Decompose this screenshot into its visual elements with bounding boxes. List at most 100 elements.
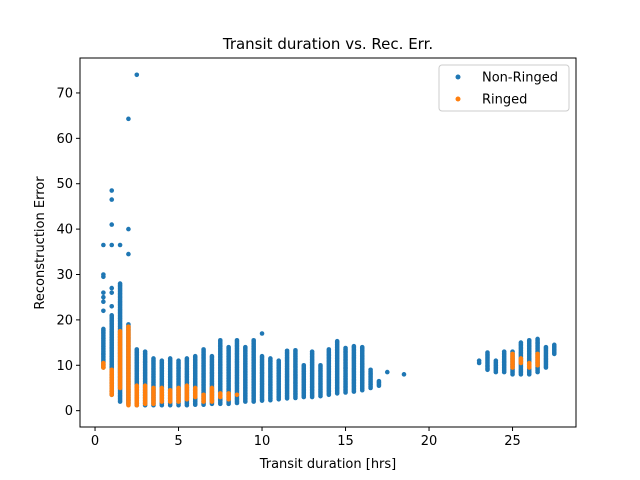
data-point <box>293 348 298 353</box>
data-point <box>543 344 549 350</box>
data-point <box>126 324 131 329</box>
data-point <box>226 344 231 350</box>
data-point <box>510 351 515 357</box>
data-point <box>535 336 540 342</box>
data-point <box>276 358 282 364</box>
x-tick-label: 20 <box>421 434 438 449</box>
data-point <box>101 294 106 300</box>
data-point <box>401 372 407 377</box>
data-point <box>176 385 181 391</box>
data-point <box>284 348 290 354</box>
data-point <box>184 356 190 361</box>
data-point <box>142 383 148 389</box>
x-axis-label: Transit duration [hrs] <box>259 457 397 472</box>
data-point <box>351 343 357 349</box>
x-tick-label: 0 <box>91 434 99 449</box>
data-point <box>359 344 365 350</box>
data-point <box>376 378 382 384</box>
y-tick-label: 0 <box>65 404 73 419</box>
data-point <box>526 360 532 366</box>
data-point <box>101 290 106 295</box>
data-point <box>142 349 148 354</box>
data-point <box>109 290 115 295</box>
data-point <box>259 353 265 359</box>
data-point <box>109 313 115 318</box>
series-non-ringed <box>101 72 557 408</box>
data-point <box>268 356 273 361</box>
data-point <box>535 351 540 357</box>
x-tick-label: 5 <box>174 434 182 449</box>
legend-label: Ringed <box>482 93 527 108</box>
data-point <box>126 226 131 232</box>
x-tick-label: 10 <box>254 434 271 449</box>
data-point <box>151 356 156 361</box>
data-point <box>101 242 106 248</box>
data-point <box>526 338 532 343</box>
data-point <box>101 299 106 305</box>
data-point <box>226 391 231 396</box>
data-point <box>109 285 115 291</box>
data-point <box>109 367 115 373</box>
data-point <box>518 356 524 361</box>
y-tick-label: 70 <box>56 86 73 101</box>
data-point <box>126 251 131 257</box>
data-point <box>134 72 140 78</box>
data-point <box>234 392 240 398</box>
data-point <box>334 338 340 344</box>
data-point <box>501 349 507 354</box>
data-point <box>201 392 206 398</box>
y-tick-label: 10 <box>56 359 73 374</box>
data-point <box>126 116 131 122</box>
data-point <box>201 347 206 352</box>
data-point <box>109 242 115 248</box>
x-tick-label: 25 <box>504 434 521 449</box>
data-point <box>301 362 307 368</box>
data-point <box>384 369 390 375</box>
data-point <box>167 356 173 361</box>
data-point <box>192 353 198 359</box>
data-point <box>485 350 490 355</box>
legend-label: Non-Ringed <box>482 71 558 86</box>
chart-title: Transit duration vs. Rec. Err. <box>222 35 433 53</box>
data-point <box>343 345 348 351</box>
y-tick-label: 50 <box>56 177 73 192</box>
y-axis-label: Reconstruction Error <box>33 176 48 310</box>
data-point <box>209 385 215 391</box>
data-point <box>101 272 106 277</box>
data-point <box>109 197 115 202</box>
data-point <box>234 338 240 343</box>
data-point <box>159 385 165 391</box>
data-point <box>159 358 165 364</box>
data-point <box>209 353 215 359</box>
data-point <box>176 358 181 364</box>
y-tick-label: 20 <box>56 313 73 328</box>
y-tick-label: 40 <box>56 223 73 238</box>
data-point <box>309 349 315 354</box>
data-point <box>117 281 123 286</box>
data-point <box>518 340 524 345</box>
data-point <box>251 338 256 343</box>
data-point <box>101 326 106 332</box>
data-point <box>217 338 223 343</box>
series-ringed <box>101 324 540 408</box>
data-point <box>101 308 106 314</box>
data-point <box>101 360 106 366</box>
y-tick-label: 30 <box>56 268 73 283</box>
data-point <box>476 358 482 364</box>
data-point <box>259 331 265 336</box>
legend-box <box>438 64 570 112</box>
plot-frame <box>79 57 577 428</box>
data-point <box>117 328 123 334</box>
data-point <box>217 391 223 396</box>
data-point <box>192 385 198 391</box>
data-points <box>101 72 557 408</box>
data-point <box>134 347 140 352</box>
data-point <box>551 342 557 348</box>
data-point <box>109 188 115 193</box>
data-point <box>184 383 190 389</box>
data-point <box>117 242 123 248</box>
legend-marker <box>455 74 461 80</box>
data-point <box>151 385 156 391</box>
data-point <box>368 367 373 373</box>
data-point <box>167 387 173 393</box>
